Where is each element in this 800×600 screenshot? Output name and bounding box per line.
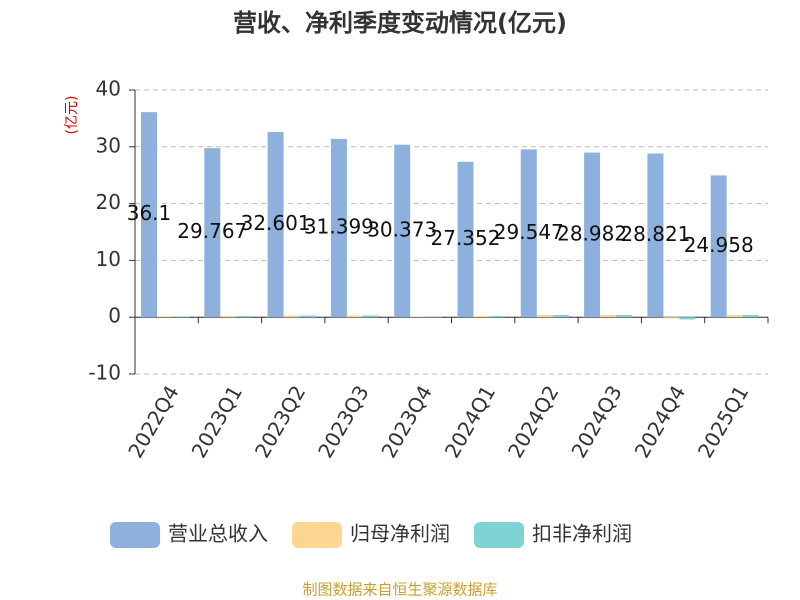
bar — [267, 132, 284, 318]
legend-swatch — [474, 522, 524, 548]
x-tick-label: 2024Q1 — [440, 381, 500, 462]
data-label: 36.1 — [127, 201, 172, 225]
bar — [330, 138, 347, 318]
x-tick-label: 2022Q4 — [123, 381, 183, 462]
bar — [663, 317, 680, 319]
data-label: 27.352 — [431, 226, 501, 250]
data-label: 28.821 — [620, 222, 690, 246]
data-label: 30.373 — [367, 217, 437, 241]
bar — [457, 161, 474, 318]
data-label: 32.601 — [241, 211, 311, 235]
bar — [362, 315, 379, 318]
y-axis-label: (亿元) — [64, 96, 80, 135]
bar — [520, 149, 537, 318]
bar — [426, 316, 443, 318]
x-tick-label: 2024Q4 — [630, 381, 690, 462]
bar — [679, 317, 696, 320]
x-tick-label: 2023Q1 — [187, 381, 247, 462]
data-label: 24.958 — [684, 233, 754, 257]
bar — [616, 314, 633, 318]
bar — [584, 152, 601, 318]
bar — [536, 314, 553, 318]
legend-label: 营业总收入 — [168, 522, 268, 546]
x-tick-label: 2024Q3 — [566, 381, 626, 462]
data-label: 28.982 — [557, 221, 627, 245]
x-tick-label: 2024Q2 — [503, 381, 563, 462]
bar — [346, 315, 363, 318]
y-tick-label: 0 — [108, 304, 121, 328]
chart-title: 营收、净利季度变动情况(亿元) — [233, 9, 567, 37]
bar — [394, 144, 411, 318]
bar — [600, 314, 617, 318]
y-tick-label: 40 — [96, 77, 121, 101]
bar — [489, 316, 506, 318]
bar — [141, 112, 157, 318]
source-note: 制图数据来自恒生聚源数据库 — [302, 581, 497, 599]
x-tick-label: 2025Q1 — [693, 381, 753, 462]
bar — [220, 316, 237, 318]
bar — [742, 314, 759, 318]
legend-label: 扣非净利润 — [532, 522, 632, 546]
bar — [157, 316, 173, 318]
bar — [410, 316, 427, 318]
data-label: 29.547 — [494, 220, 564, 244]
bar — [552, 314, 569, 318]
bar — [647, 153, 664, 318]
bar — [236, 316, 253, 318]
bar — [726, 314, 743, 318]
bar — [473, 316, 490, 318]
x-tick-label: 2023Q4 — [376, 381, 436, 462]
legend-swatch — [292, 522, 342, 548]
y-tick-label: 10 — [96, 247, 121, 271]
y-tick-label: 20 — [96, 190, 121, 214]
x-tick-label: 2023Q2 — [250, 381, 310, 462]
y-tick-label: 30 — [96, 133, 121, 157]
bar — [204, 148, 221, 318]
data-label: 31.399 — [304, 215, 374, 239]
y-tick-label: -10 — [88, 361, 121, 385]
data-label: 29.767 — [177, 219, 247, 243]
bar — [173, 316, 189, 318]
legend-swatch — [110, 522, 160, 548]
bar — [710, 175, 727, 318]
legend-label: 归母净利润 — [350, 522, 450, 546]
bar — [283, 315, 300, 318]
x-tick-label: 2023Q3 — [313, 381, 373, 462]
bar — [299, 315, 316, 318]
